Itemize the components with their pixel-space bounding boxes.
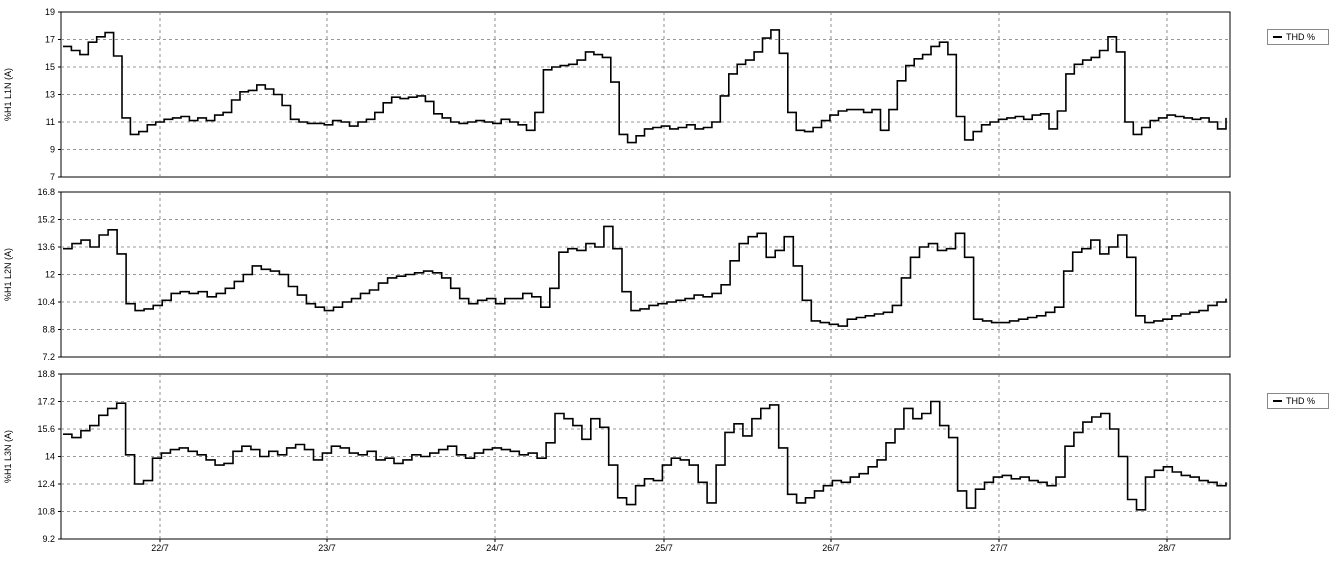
thd-series-line bbox=[63, 29, 1227, 144]
panel-l2n: 16.8 15.2 13.6 12 10.4 8.8 7.2 %H1 L2N (A) bbox=[3, 187, 1231, 362]
y-tick-label: 13 bbox=[45, 90, 55, 100]
y-tick-label: 12.4 bbox=[37, 479, 55, 489]
x-tick-label: 22/7 bbox=[151, 543, 169, 553]
y-tick-label: 15.6 bbox=[37, 424, 55, 434]
legend-line-swatch bbox=[1273, 36, 1282, 38]
x-tick-label: 26/7 bbox=[822, 543, 840, 553]
y-tick-label: 12 bbox=[45, 270, 55, 280]
y-tick-label: 17 bbox=[45, 35, 55, 45]
y-tick-label: 10.4 bbox=[37, 297, 55, 307]
x-tick-label: 23/7 bbox=[318, 543, 336, 553]
panel-l1n: 19 17 15 13 11 9 7 %H1 L1N (A) bbox=[3, 7, 1231, 182]
x-tick-label: 28/7 bbox=[1158, 543, 1176, 553]
legend-label: THD % bbox=[1286, 396, 1315, 406]
legend-line-swatch bbox=[1273, 400, 1282, 402]
y-tick-label: 8.8 bbox=[42, 325, 55, 335]
x-tick-label: 25/7 bbox=[655, 543, 673, 553]
y-tick-label: 9 bbox=[50, 145, 55, 155]
y-axis-label: %H1 L1N (A) bbox=[3, 68, 13, 121]
y-axis-label: %H1 L3N (A) bbox=[3, 430, 13, 483]
y-tick-label: 19 bbox=[45, 7, 55, 17]
y-tick-label: 7.2 bbox=[42, 352, 55, 362]
y-tick-label: 9.2 bbox=[42, 534, 55, 544]
y-tick-label: 15 bbox=[45, 62, 55, 72]
y-tick-label: 16.8 bbox=[37, 187, 55, 197]
y-tick-label: 17.2 bbox=[37, 397, 55, 407]
panel-l3n: 18.8 17.2 15.6 14 12.4 10.8 9.2 %H1 L3N (A) 22/7… bbox=[3, 369, 1231, 553]
legend-l1n: THD % bbox=[1267, 29, 1329, 45]
legend-l3n: THD % bbox=[1267, 393, 1329, 409]
x-tick-label: 24/7 bbox=[486, 543, 504, 553]
y-tick-label: 13.6 bbox=[37, 242, 55, 252]
y-tick-label: 18.8 bbox=[37, 369, 55, 379]
y-tick-label: 11 bbox=[46, 117, 55, 127]
thd-series-line bbox=[63, 225, 1227, 327]
y-tick-label: 14 bbox=[45, 452, 55, 462]
thd-series-line bbox=[63, 400, 1227, 511]
y-axis-label: %H1 L2N (A) bbox=[3, 248, 13, 301]
y-tick-label: 10.8 bbox=[37, 507, 55, 517]
legend-label: THD % bbox=[1286, 32, 1315, 42]
x-tick-label: 27/7 bbox=[990, 543, 1008, 553]
y-tick-label: 7 bbox=[50, 172, 55, 182]
y-tick-label: 15.2 bbox=[37, 215, 55, 225]
